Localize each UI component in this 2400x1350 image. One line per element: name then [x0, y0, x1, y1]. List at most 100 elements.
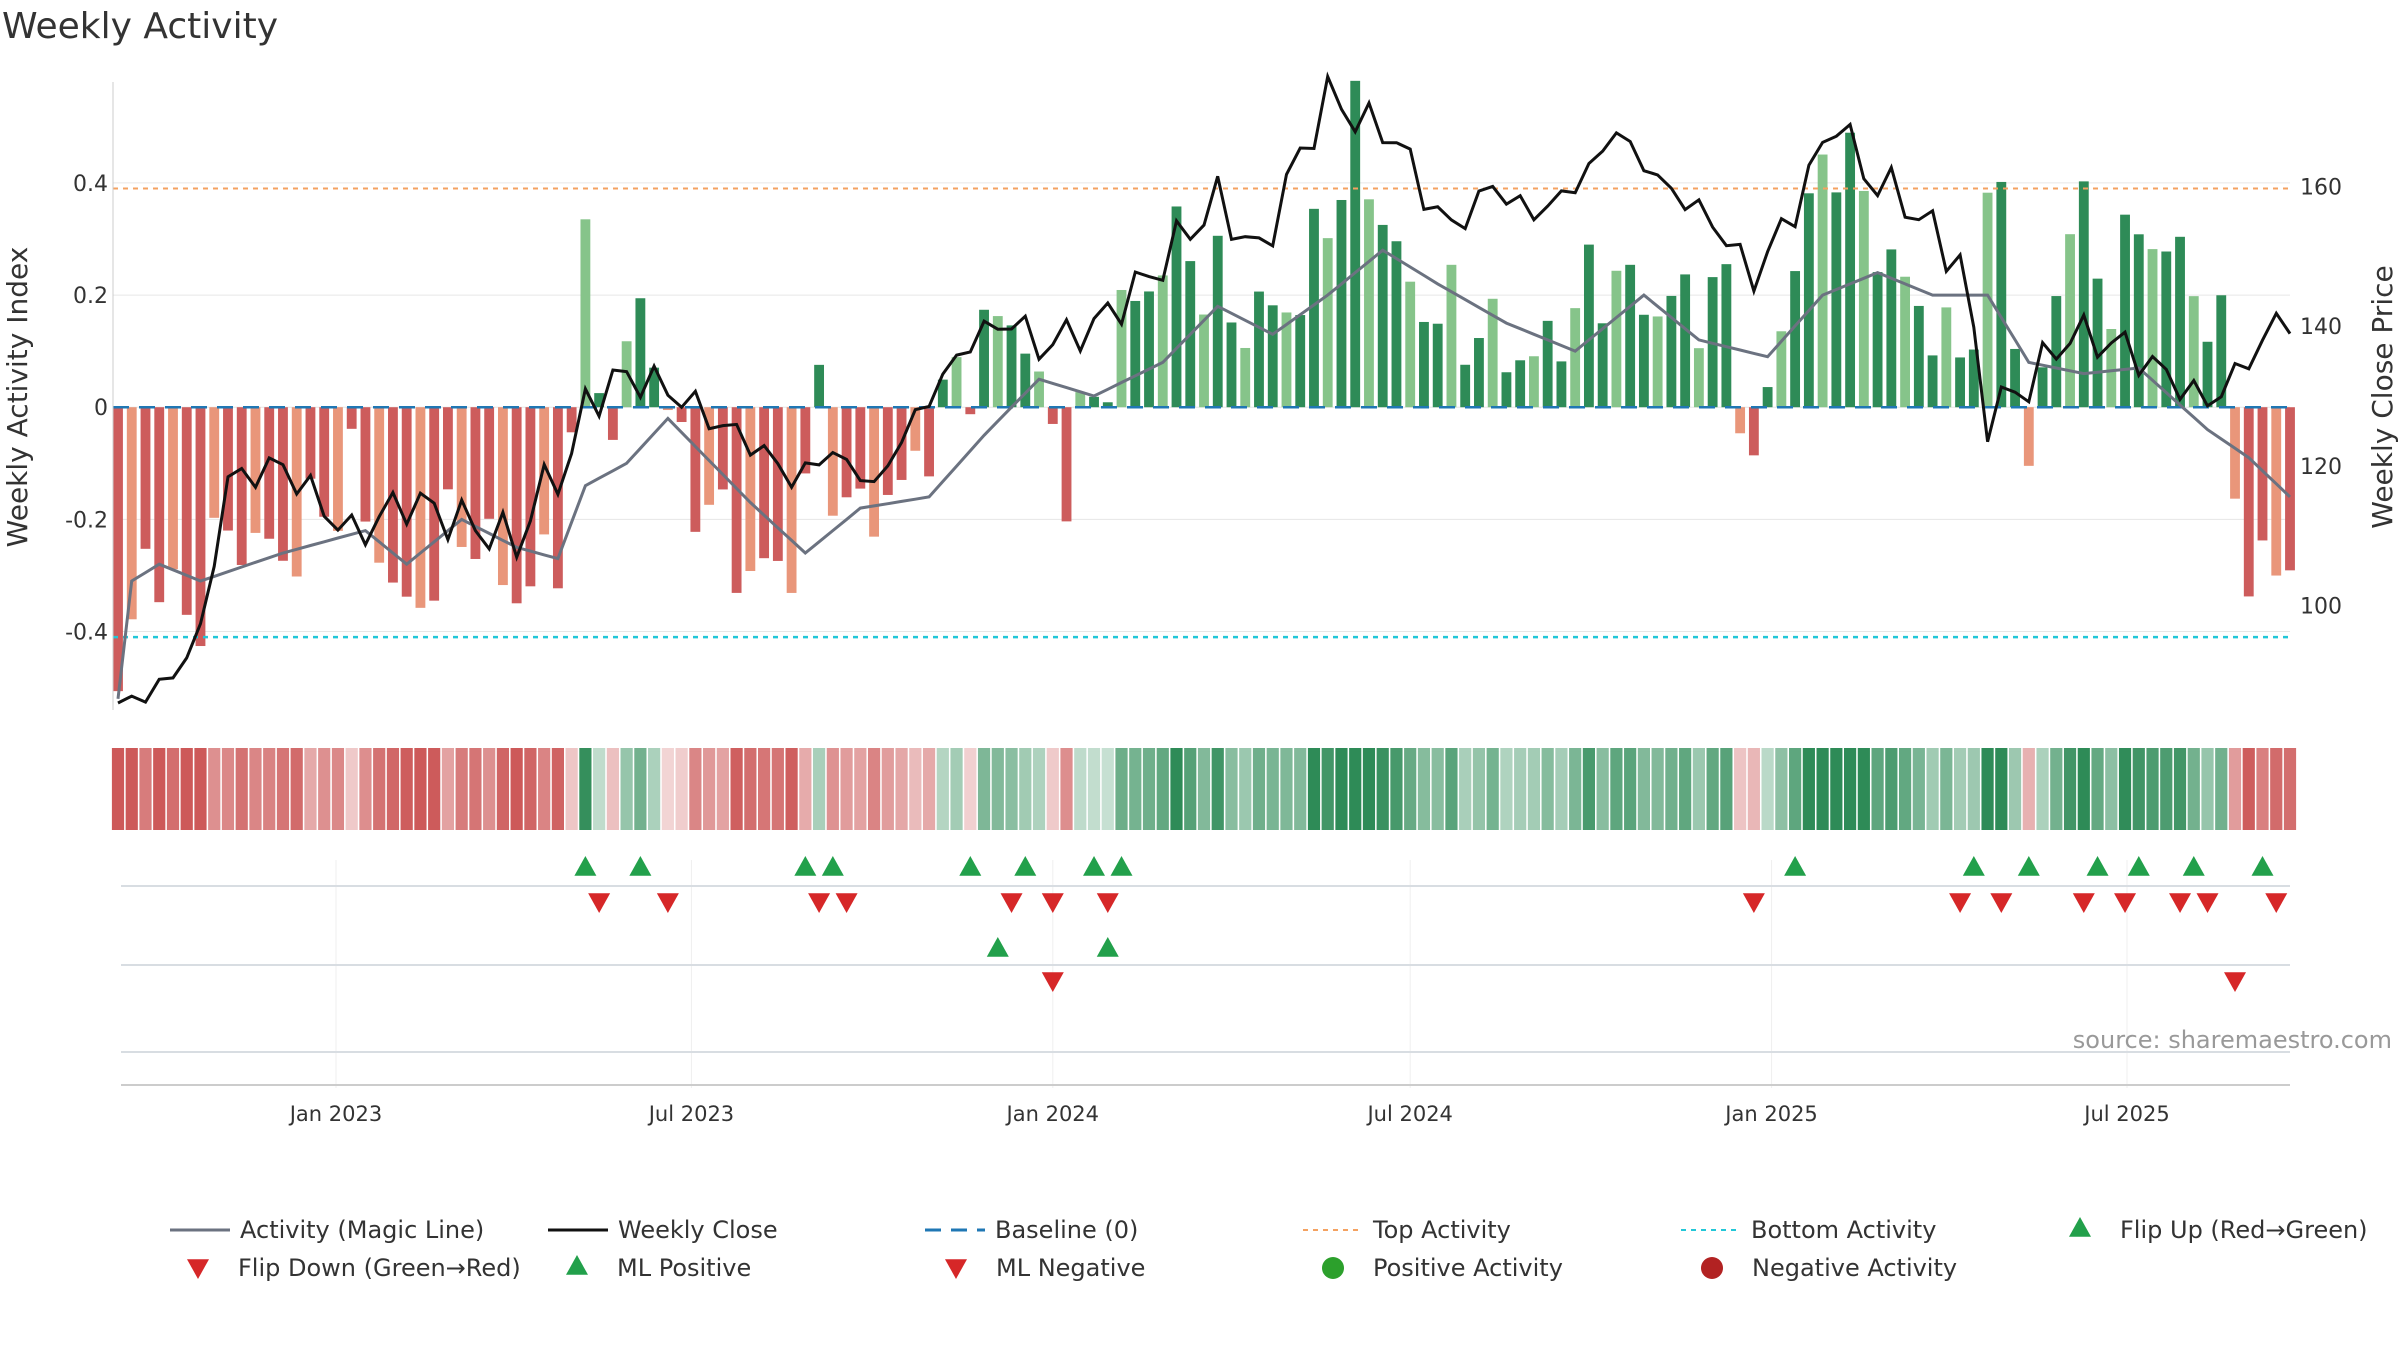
activity-bar [2010, 348, 2020, 408]
heat-strip-cell [1555, 748, 1568, 830]
heat-strip-cell [290, 748, 303, 830]
heat-strip-cell [345, 748, 358, 830]
y2-tick-label: 100 [2300, 594, 2342, 619]
activity-bar [2133, 234, 2144, 408]
activity-bar [1322, 238, 1333, 408]
activity-bar [319, 407, 330, 517]
activity-bar [1364, 199, 1374, 408]
activity-bar [1089, 396, 1099, 408]
heat-strip-cell [1417, 748, 1431, 830]
legend-label: Bottom Activity [1751, 1216, 1936, 1244]
activity-bar [910, 407, 921, 451]
activity-bar [1432, 323, 1443, 408]
activity-bar [1872, 272, 1883, 408]
activity-bar [1405, 281, 1416, 408]
flip-up-marker [959, 856, 982, 876]
activity-bar [1144, 291, 1154, 408]
activity-bar [1735, 407, 1746, 434]
flip-down-marker [1096, 893, 1119, 913]
activity-bar [869, 407, 879, 537]
activity-bar [1267, 305, 1278, 408]
activity-bar [1611, 270, 1622, 408]
activity-bar [1776, 331, 1787, 408]
flip-up-marker [2017, 856, 2040, 876]
legend-swatch [566, 1255, 588, 1275]
activity-bar [1817, 154, 1828, 408]
legend-label: Negative Activity [1752, 1254, 1957, 1282]
heat-strip-cell [276, 748, 290, 830]
heat-strip-cell [2036, 748, 2049, 830]
heat-strip-cell [125, 748, 138, 830]
heat-strip-cell [895, 748, 908, 830]
flip-up-marker [1083, 856, 1106, 876]
activity-bar [2023, 407, 2034, 466]
activity-bar [1487, 298, 1498, 408]
heat-strip-cell [221, 748, 235, 830]
activity-bar [951, 357, 962, 408]
activity-bar [2216, 295, 2227, 408]
heat-strip-cell [139, 748, 152, 830]
heat-strip-cell [414, 748, 427, 830]
activity-bar [1762, 387, 1773, 408]
activity-bar [1501, 372, 1512, 408]
flip-up-marker [821, 856, 844, 876]
activity-bar [662, 407, 673, 411]
legend-label: Weekly Close [618, 1216, 778, 1244]
y2-tick-label: 160 [2300, 176, 2342, 201]
heat-strip-cell [1912, 748, 1925, 830]
heat-strip-cell [2256, 748, 2269, 830]
activity-bar [525, 407, 536, 587]
heat-strip-cell [331, 748, 345, 830]
activity-bar [676, 407, 687, 423]
flip-down-marker [588, 893, 611, 913]
activity-bar [1130, 300, 1141, 408]
heat-strip-cell [2283, 748, 2297, 830]
activity-bar [2285, 407, 2295, 571]
activity-bar [1886, 249, 1897, 408]
heat-strip-cell [593, 748, 606, 830]
activity-bar [1254, 291, 1264, 408]
ml-positive-marker [1096, 937, 1119, 957]
heat-strip-cell [1321, 748, 1334, 830]
heat-strip-cell [812, 748, 826, 830]
weekly-close-series [117, 71, 2292, 705]
activity-bar [2175, 236, 2185, 408]
ml-negative-marker [1041, 972, 1064, 992]
heat-strip-cell [1170, 748, 1183, 830]
activity-bar [1556, 361, 1567, 408]
legend-swatch [1701, 1257, 1723, 1279]
activity-bar [882, 407, 893, 495]
heat-strip-cell [606, 748, 619, 830]
activity-bar [1226, 322, 1237, 408]
heat-strip-cell [538, 748, 551, 830]
activity-bar [855, 407, 866, 489]
legend-swatch [945, 1259, 967, 1279]
legend-label: Activity (Magic Line) [240, 1216, 484, 1244]
heat-strip-cell [1046, 748, 1059, 830]
activity-bar [2051, 296, 2062, 408]
heat-strip-cell [1582, 748, 1596, 830]
heat-strip-cell [153, 748, 166, 830]
heat-strip-cell [1142, 748, 1156, 830]
heat-strip-cell [1953, 748, 1967, 830]
heat-strip-cell [1665, 748, 1678, 830]
heat-strip-cell [1294, 748, 1307, 830]
heat-strip-cell [1802, 748, 1815, 830]
activity-bar [1721, 264, 1732, 408]
legend-label: Flip Up (Red→Green) [2120, 1216, 2368, 1244]
heat-strip-cell [1624, 748, 1637, 830]
heat-strip-cell [1610, 748, 1623, 830]
activity-bar [374, 407, 385, 563]
heat-strip-cell [922, 748, 936, 830]
activity-bar [1790, 271, 1801, 408]
activity-bar [1102, 402, 1113, 408]
activity-bar [2120, 214, 2130, 408]
activity-bar [497, 407, 508, 586]
activity-bar [2243, 407, 2254, 597]
heat-strip-cell [1720, 748, 1733, 830]
heat-strip-cell [1596, 748, 1609, 830]
activity-bar [264, 407, 275, 539]
activity-bar [1680, 274, 1691, 408]
flip-up-marker [2182, 856, 2205, 876]
activity-bar [1171, 206, 1182, 408]
